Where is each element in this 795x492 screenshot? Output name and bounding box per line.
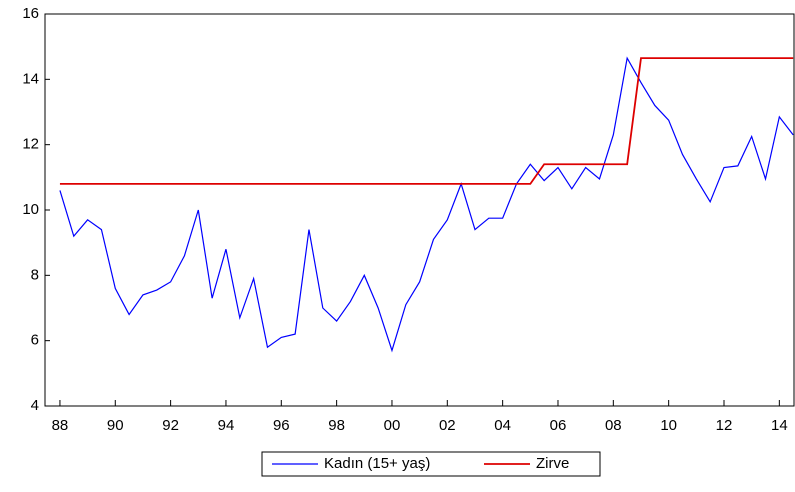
x-tick-label: 96: [273, 417, 290, 434]
series-line: [59, 57, 794, 185]
x-tick-label: 94: [218, 417, 235, 434]
x-tick-label: 98: [328, 417, 345, 434]
y-tick-label: 14: [22, 70, 39, 87]
x-tick-label: 04: [494, 417, 511, 434]
legend-box: [261, 451, 601, 477]
x-tick-label: 08: [605, 417, 622, 434]
x-tick-label: 00: [384, 417, 401, 434]
x-tick-label: 02: [439, 417, 456, 434]
x-tick-label: 06: [550, 417, 567, 434]
y-tick-label: 4: [31, 397, 39, 414]
y-tick-label: 6: [31, 332, 39, 349]
y-tick-label: 12: [22, 136, 39, 153]
y-tick-label: 16: [22, 5, 39, 22]
x-tick-label: 10: [660, 417, 677, 434]
x-tick-label: 92: [162, 417, 179, 434]
x-tick-label: 90: [107, 417, 124, 434]
x-tick-label: 88: [52, 417, 69, 434]
y-tick-label: 8: [31, 266, 39, 283]
x-tick-label: 14: [771, 417, 788, 434]
y-tick-label: 10: [22, 201, 39, 218]
x-tick-label: 12: [716, 417, 733, 434]
plot-frame: [44, 13, 795, 407]
series-line: [59, 56, 794, 353]
legend-label: Zirve: [536, 455, 569, 472]
legend-label: Kadın (15+ yaş): [324, 455, 430, 472]
